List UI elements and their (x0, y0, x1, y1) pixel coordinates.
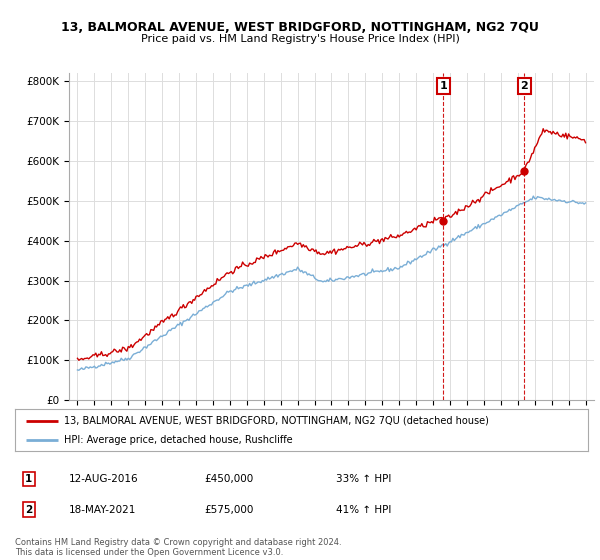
Text: Contains HM Land Registry data © Crown copyright and database right 2024.
This d: Contains HM Land Registry data © Crown c… (15, 538, 341, 557)
Text: 1: 1 (25, 474, 32, 484)
Text: 2: 2 (520, 81, 528, 91)
Text: 13, BALMORAL AVENUE, WEST BRIDGFORD, NOTTINGHAM, NG2 7QU (detached house): 13, BALMORAL AVENUE, WEST BRIDGFORD, NOT… (64, 416, 488, 426)
Text: 33% ↑ HPI: 33% ↑ HPI (336, 474, 391, 484)
Text: Price paid vs. HM Land Registry's House Price Index (HPI): Price paid vs. HM Land Registry's House … (140, 34, 460, 44)
Text: HPI: Average price, detached house, Rushcliffe: HPI: Average price, detached house, Rush… (64, 435, 292, 445)
Text: 18-MAY-2021: 18-MAY-2021 (69, 505, 136, 515)
Text: 12-AUG-2016: 12-AUG-2016 (69, 474, 139, 484)
Text: £575,000: £575,000 (204, 505, 253, 515)
Text: 41% ↑ HPI: 41% ↑ HPI (336, 505, 391, 515)
Text: 2: 2 (25, 505, 32, 515)
Text: 13, BALMORAL AVENUE, WEST BRIDGFORD, NOTTINGHAM, NG2 7QU: 13, BALMORAL AVENUE, WEST BRIDGFORD, NOT… (61, 21, 539, 34)
Text: 1: 1 (439, 81, 447, 91)
Text: £450,000: £450,000 (204, 474, 253, 484)
